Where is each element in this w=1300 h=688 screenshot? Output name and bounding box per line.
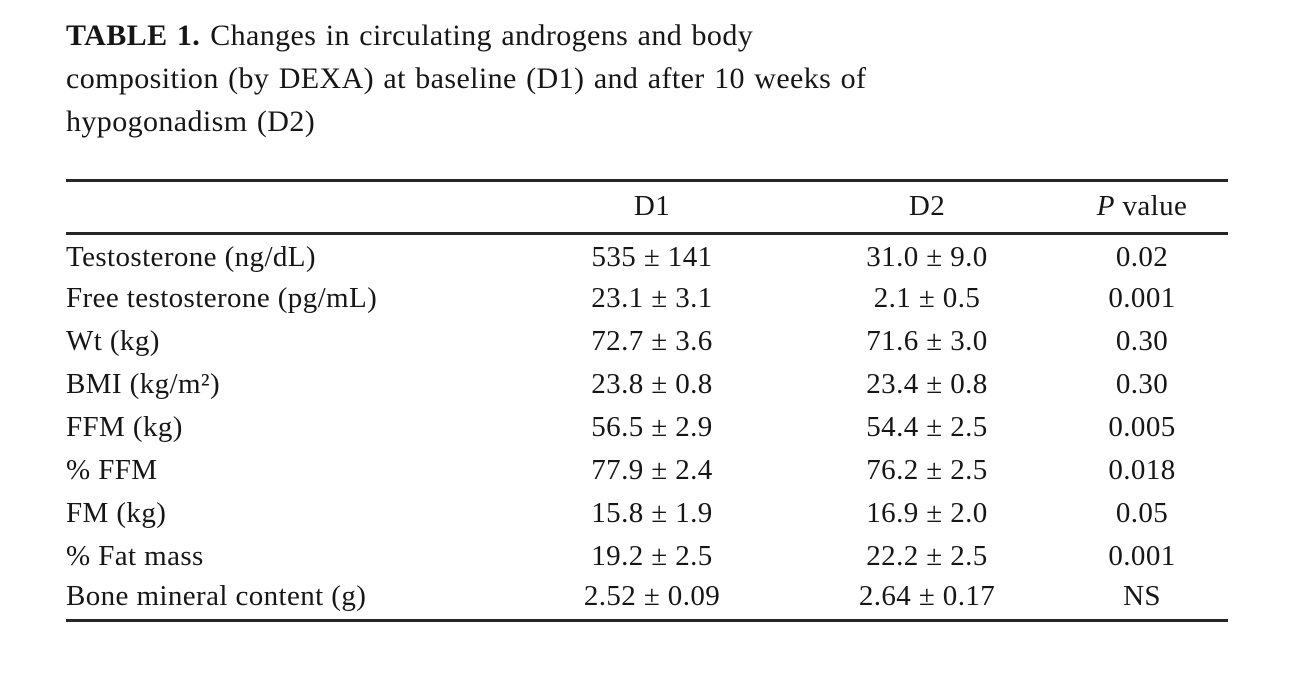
header-p-value: P value [1056, 181, 1228, 234]
d1-value: 23.8 ± 0.8 [591, 367, 713, 400]
d1-value: 19.2 ± 2.5 [591, 539, 713, 572]
d1-value: 2.52 ± 0.09 [583, 579, 721, 612]
row-label: Testosterone (ng/dL) [66, 241, 316, 274]
d2-value: 54.4 ± 2.5 [866, 410, 988, 443]
table-number-label: TABLE 1. [66, 19, 201, 52]
header-p-rest: value [1122, 190, 1188, 222]
p-value: 0.02 [1115, 241, 1169, 274]
row-label: BMI (kg/m²) [66, 367, 221, 400]
d2-value: 76.2 ± 2.5 [866, 453, 988, 486]
row-label: FM (kg) [66, 496, 167, 529]
d2-value: 23.4 ± 0.8 [866, 367, 988, 400]
data-table: D1 D2 P value Testosterone (ng/dL) 535 ± … [66, 179, 1228, 622]
caption-line-3: hypogonadism (D2) [66, 105, 316, 138]
table-caption: TABLE 1. Changes in circulating androgens… [66, 14, 1230, 143]
caption-text-1: Changes in circulating androgens and bod… [210, 19, 754, 52]
p-value: 0.05 [1115, 496, 1169, 529]
p-value: 0.018 [1108, 453, 1176, 486]
d2-value: 2.64 ± 0.17 [858, 579, 996, 612]
d1-value: 535 ± 141 [591, 241, 713, 274]
page: TABLE 1. Changes in circulating androgens… [66, 14, 1230, 622]
table-row: FM (kg) 15.8 ± 1.9 16.9 ± 2.0 0.05 [66, 492, 1228, 535]
p-value: 0.001 [1108, 539, 1176, 572]
header-d2: D2 [908, 190, 946, 222]
d2-value: 22.2 ± 2.5 [866, 539, 988, 572]
d1-value: 77.9 ± 2.4 [591, 453, 713, 486]
row-label: % Fat mass [66, 539, 204, 572]
caption-line-2: composition (by DEXA) at baseline (D1) a… [66, 62, 867, 95]
p-value: 0.005 [1108, 410, 1176, 443]
d2-value: 71.6 ± 3.0 [866, 324, 988, 357]
table-body: Testosterone (ng/dL) 535 ± 141 31.0 ± 9.0 0… [66, 234, 1228, 621]
row-label: Free testosterone (pg/mL) [66, 281, 378, 314]
row-label: % FFM [66, 453, 158, 486]
header-d1: D1 [633, 190, 671, 222]
d1-value: 23.1 ± 3.1 [591, 281, 713, 314]
row-label: FFM (kg) [66, 410, 183, 443]
row-label: Bone mineral content (g) [66, 579, 367, 612]
table-row: Wt (kg) 72.7 ± 3.6 71.6 ± 3.0 0.30 [66, 320, 1228, 363]
d1-value: 56.5 ± 2.9 [591, 410, 713, 443]
header-p-italic: P [1096, 190, 1115, 222]
table-row: % FFM 77.9 ± 2.4 76.2 ± 2.5 0.018 [66, 449, 1228, 492]
header-row: D1 D2 P value [66, 181, 1228, 234]
table-row: BMI (kg/m²) 23.8 ± 0.8 23.4 ± 0.8 0.30 [66, 363, 1228, 406]
table-row: Free testosterone (pg/mL) 23.1 ± 3.1 2.1 ±… [66, 277, 1228, 320]
row-label: Wt (kg) [66, 324, 160, 357]
table-row: Bone mineral content (g) 2.52 ± 0.09 2.64 … [66, 578, 1228, 621]
p-value: 0.30 [1115, 367, 1169, 400]
d1-value: 72.7 ± 3.6 [591, 324, 713, 357]
table-row: FFM (kg) 56.5 ± 2.9 54.4 ± 2.5 0.005 [66, 406, 1228, 449]
table-head: D1 D2 P value [66, 181, 1228, 234]
header-empty-cell [66, 181, 506, 234]
table-row: Testosterone (ng/dL) 535 ± 141 31.0 ± 9.0 0… [66, 234, 1228, 277]
caption-line-1: TABLE 1. Changes in circulating androgens… [66, 14, 1230, 57]
d1-value: 15.8 ± 1.9 [591, 496, 713, 529]
p-value: 0.30 [1115, 324, 1169, 357]
d2-value: 2.1 ± 0.5 [873, 281, 981, 314]
table-row: % Fat mass 19.2 ± 2.5 22.2 ± 2.5 0.001 [66, 535, 1228, 578]
d2-value: 16.9 ± 2.0 [866, 496, 988, 529]
d2-value: 31.0 ± 9.0 [866, 241, 988, 274]
p-value: 0.001 [1108, 281, 1176, 314]
p-value: NS [1123, 579, 1161, 612]
